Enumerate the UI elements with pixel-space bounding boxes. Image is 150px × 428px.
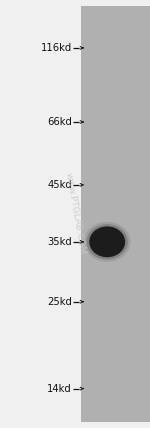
Text: 14kd: 14kd (47, 383, 72, 394)
Text: 66kd: 66kd (47, 117, 72, 127)
Text: 45kd: 45kd (47, 180, 72, 190)
Text: 25kd: 25kd (47, 297, 72, 307)
Ellipse shape (87, 224, 128, 259)
Ellipse shape (84, 222, 130, 262)
Bar (81, 6, 150, 422)
Text: 116kd: 116kd (41, 43, 72, 53)
Text: 35kd: 35kd (47, 237, 72, 247)
Ellipse shape (89, 226, 125, 257)
Text: www.PTGLAB.COM: www.PTGLAB.COM (63, 172, 87, 256)
